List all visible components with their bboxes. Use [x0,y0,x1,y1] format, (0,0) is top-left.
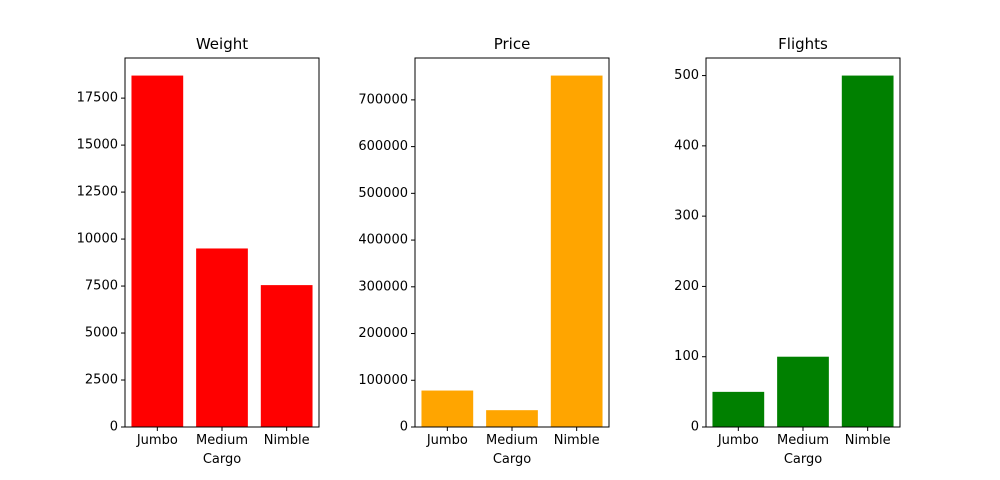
x-tick-label: Medium [777,433,829,448]
bar-nimble [550,75,603,427]
x-tick-label: Nimble [845,433,891,448]
y-tick-label: 5000 [85,326,118,341]
y-tick-label: 300000 [358,279,408,294]
y-tick-label: 10000 [77,232,118,247]
x-tick-label: Jumbo [426,433,468,448]
x-axis-label: Cargo [493,452,531,467]
x-tick-label: Jumbo [136,433,178,448]
chart-panel-1: 0 2500 5000 7500 10000 12500 15000 17500 Jumbo Me… [77,35,320,467]
x-tick-label: Nimble [264,433,310,448]
y-tick-label: 300 [674,209,699,224]
x-axis-label: Cargo [784,452,822,467]
y-tick-label: 0 [110,420,118,435]
y-tick-label: 400 [674,138,699,153]
chart-panel-2: 0 100000 200000 300000 400000 500000 600000 700… [358,35,610,467]
bar-medium [196,248,248,427]
chart-panel-3: 0 100 200 300 400 500 Jumbo Medium Nimble Flights… [674,35,901,467]
y-tick-label: 700000 [358,92,408,107]
bar-nimble [841,75,894,427]
y-tick-label: 200000 [358,326,408,341]
y-tick-label: 200 [674,279,699,294]
y-tick-label: 500 [674,68,699,83]
x-tick-label: Jumbo [717,433,759,448]
y-tick-label: 15000 [77,138,118,153]
x-axis-label: Cargo [203,452,241,467]
y-tick-label: 500000 [358,186,408,201]
y-tick-label: 12500 [77,185,118,200]
bar-medium [777,356,829,427]
bar-medium [486,410,538,427]
chart-title: Weight [196,35,248,53]
y-tick-label: 7500 [85,279,118,294]
bar-jumbo [421,390,474,427]
chart-title: Price [494,35,531,53]
x-tick-label: Nimble [554,433,600,448]
bar-jumbo [131,75,184,427]
y-tick-label: 600000 [358,139,408,154]
y-tick-label: 0 [691,420,699,435]
chart-title: Flights [778,35,828,53]
y-tick-label: 400000 [358,233,408,248]
bar-jumbo [712,391,765,427]
y-tick-label: 17500 [77,91,118,106]
x-tick-label: Medium [196,433,248,448]
y-tick-label: 0 [400,420,408,435]
y-tick-label: 2500 [85,373,118,388]
y-tick-label: 100 [674,349,699,364]
bar-nimble [260,285,313,427]
y-tick-label: 100000 [358,373,408,388]
x-tick-label: Medium [486,433,538,448]
